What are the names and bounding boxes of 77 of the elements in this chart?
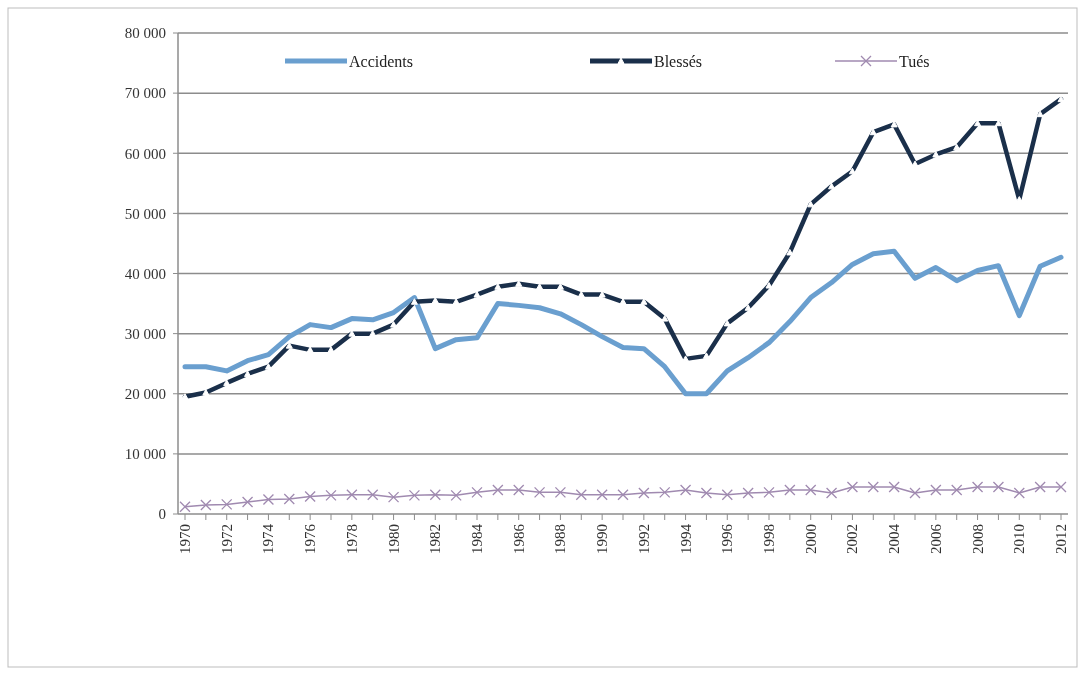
point xyxy=(992,481,1005,493)
point xyxy=(554,486,567,499)
x-tick-label: 1972 xyxy=(218,524,235,554)
point xyxy=(721,489,733,501)
x-tick-label: 2012 xyxy=(1053,524,1069,554)
point xyxy=(200,499,212,511)
y-tick-label: 70 000 xyxy=(124,85,166,102)
point xyxy=(888,481,900,493)
point xyxy=(971,481,984,493)
point xyxy=(846,481,859,493)
x-tick-label: 1990 xyxy=(594,524,611,554)
x-tick-label: 2004 xyxy=(886,523,903,554)
y-tick-label: 60 000 xyxy=(124,145,166,162)
legend-label: Tués xyxy=(899,52,930,70)
x-tick-label: 1970 xyxy=(177,524,193,554)
x-tick-label: 1998 xyxy=(761,524,777,554)
x-tick-label: 2010 xyxy=(1011,524,1028,554)
point xyxy=(867,481,879,493)
point xyxy=(179,501,191,513)
point xyxy=(617,489,629,501)
x-tick-label: 2006 xyxy=(927,523,944,554)
legend-label: Blessés xyxy=(654,52,702,70)
point xyxy=(1013,487,1025,499)
point xyxy=(763,486,775,499)
point xyxy=(283,493,295,505)
y-tick-label: 30 000 xyxy=(124,325,166,342)
x-tick-label: 1980 xyxy=(385,524,402,554)
point xyxy=(304,490,316,503)
x-tick-label: 2008 xyxy=(969,524,986,554)
x-tick-label: 1988 xyxy=(552,524,569,554)
point xyxy=(471,486,483,499)
point xyxy=(450,489,462,502)
point xyxy=(533,486,546,499)
point xyxy=(659,486,671,499)
point xyxy=(638,487,650,499)
point xyxy=(387,491,400,503)
point xyxy=(596,489,608,501)
x-tick-label: 1976 xyxy=(302,523,319,554)
point xyxy=(492,484,504,496)
y-tick-label: 10 000 xyxy=(124,446,166,463)
point xyxy=(679,484,692,496)
point xyxy=(909,487,921,499)
y-tick-label: 20 000 xyxy=(124,386,166,402)
point xyxy=(1034,481,1046,493)
x-tick-label: 1994 xyxy=(677,523,694,554)
point xyxy=(325,489,337,502)
point xyxy=(429,489,441,501)
x-tick-label: 1992 xyxy=(635,524,652,554)
point xyxy=(951,484,963,496)
x-tick-label: 1984 xyxy=(469,523,485,554)
x-tick-label: 1986 xyxy=(510,523,527,554)
y-tick-label: 0 xyxy=(158,506,166,523)
point xyxy=(241,496,254,508)
point xyxy=(513,484,525,496)
point xyxy=(262,493,275,506)
y-tick-label: 40 000 xyxy=(124,265,166,282)
point xyxy=(408,489,421,502)
y-tick-label: 80 000 xyxy=(124,25,166,42)
point xyxy=(1055,481,1067,493)
point xyxy=(805,484,817,496)
point xyxy=(930,484,942,496)
point xyxy=(575,489,587,501)
x-tick-label: 1982 xyxy=(427,524,444,554)
x-tick-label: 1996 xyxy=(719,523,736,554)
point xyxy=(825,487,838,499)
point xyxy=(346,489,358,501)
y-tick-label: 50 000 xyxy=(124,205,166,222)
point xyxy=(221,498,233,511)
x-tick-label: 1974 xyxy=(260,523,277,554)
x-tick-label: 2000 xyxy=(802,524,819,554)
x-tick-label: 2002 xyxy=(844,524,861,554)
point xyxy=(700,487,713,499)
legend-label: Accidents xyxy=(349,52,413,70)
point xyxy=(784,484,796,496)
point xyxy=(742,487,754,499)
x-tick-label: 1978 xyxy=(343,524,360,554)
point xyxy=(367,489,379,501)
